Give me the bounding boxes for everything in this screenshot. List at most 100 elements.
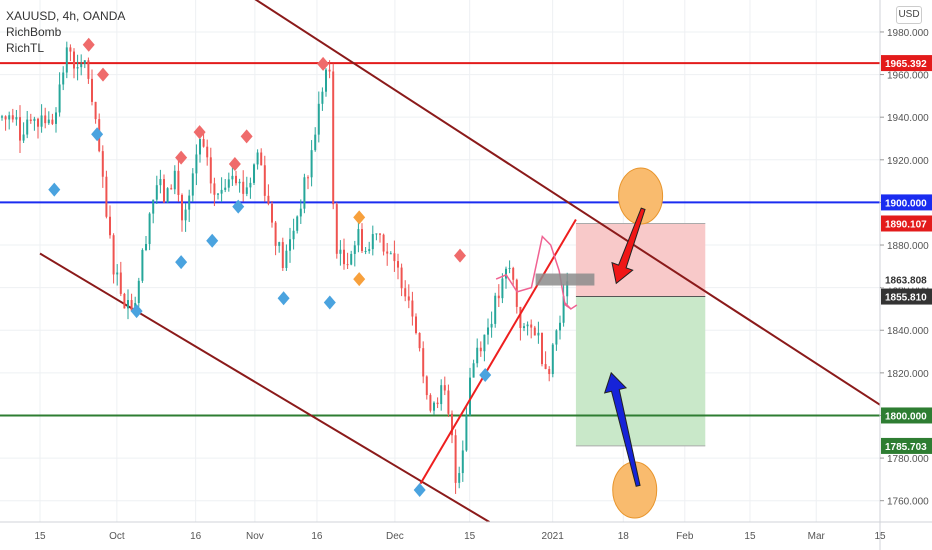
candle-body — [533, 327, 536, 336]
stop-loss-tag — [881, 215, 932, 232]
channel-upper-line — [254, 0, 880, 406]
blue-arrow — [603, 371, 641, 487]
candle-body — [397, 261, 399, 268]
resistance-tag-label: 1965.392 — [885, 59, 927, 70]
signal-down-marker — [317, 56, 330, 71]
candle-body — [285, 250, 288, 268]
y-tick-label: 1820.000 — [887, 369, 929, 380]
y-tick-label: 1760.000 — [887, 497, 929, 508]
indicator-richtl-label[interactable]: RichTL — [6, 41, 45, 55]
candle-body — [191, 173, 194, 196]
red-arrow — [611, 207, 646, 285]
candle-body — [343, 249, 345, 265]
candle-body — [281, 242, 284, 268]
last-price-box — [535, 273, 595, 286]
candle-body — [479, 347, 482, 352]
candle-body — [76, 67, 79, 69]
candle-body — [163, 179, 165, 203]
signal-up-marker — [175, 255, 188, 270]
x-tick-label: Oct — [109, 531, 125, 542]
candle-body — [29, 119, 32, 121]
candle-body — [530, 324, 533, 328]
candle-body — [80, 63, 83, 68]
candle-body — [170, 188, 173, 190]
x-tick-label: Feb — [676, 531, 694, 542]
x-tick-label: 15 — [464, 531, 476, 542]
indicator-richbomb-label[interactable]: RichBomb — [6, 25, 62, 39]
candle-body — [490, 323, 493, 328]
x-tick-label: 2021 — [542, 531, 565, 542]
candle-body — [91, 78, 93, 102]
candle-body — [296, 216, 299, 231]
x-tick-label: Dec — [386, 531, 404, 542]
signal-down-marker — [175, 150, 188, 165]
candle-body — [483, 334, 486, 352]
symbol-label[interactable]: XAUUSD, 4h, OANDA — [6, 9, 126, 23]
candle-body — [145, 243, 147, 250]
candle-body — [181, 194, 183, 221]
candle-body — [224, 187, 227, 190]
entry-tag — [881, 288, 932, 305]
signal-down-marker — [240, 129, 253, 144]
candle-body — [505, 268, 507, 279]
candle-body — [411, 300, 414, 317]
candle-body — [551, 344, 554, 375]
candle-body — [350, 253, 353, 265]
signal-up-marker — [479, 367, 492, 382]
candle-body — [166, 188, 169, 203]
green-level-tag — [881, 407, 932, 424]
candle-body — [37, 118, 39, 127]
signal-up-marker — [130, 304, 143, 319]
candle-body — [159, 179, 162, 186]
candle-body — [278, 242, 281, 246]
candle-body — [476, 347, 479, 364]
candle-body — [425, 376, 428, 396]
candle-body — [494, 295, 497, 324]
candle-body — [454, 435, 457, 483]
candle-body — [105, 176, 108, 217]
uptrend-line — [419, 218, 577, 485]
candle-body — [87, 60, 90, 79]
candle-body — [15, 117, 18, 120]
candle-body — [415, 316, 417, 334]
candle-body — [389, 253, 392, 255]
candle-body — [231, 175, 234, 180]
candle-body — [195, 154, 198, 174]
candle-body — [555, 330, 558, 345]
blue-level-tag-label: 1900.000 — [885, 198, 927, 209]
candle-body — [123, 293, 126, 309]
candle-body — [386, 251, 389, 254]
candle-body — [418, 333, 421, 349]
currency-button[interactable]: USD — [896, 6, 922, 24]
candle-body — [130, 300, 133, 311]
plot-area — [0, 0, 880, 522]
candle-body — [199, 139, 201, 155]
y-tick-label: 1840.000 — [887, 326, 929, 337]
candle-body — [11, 115, 14, 120]
x-tick-label: 15 — [744, 531, 756, 542]
signal-down-marker — [228, 157, 241, 172]
candle-body — [213, 183, 216, 195]
candle-body — [328, 69, 331, 72]
candle-body — [256, 152, 259, 165]
projection-path — [495, 234, 572, 310]
candle-body — [40, 115, 43, 127]
candle-body — [559, 322, 561, 331]
last-price-tag — [881, 271, 932, 288]
candle-body — [69, 47, 72, 52]
signal-up-marker — [91, 127, 104, 142]
candle-body — [263, 165, 266, 196]
chart-legend: XAUUSD, 4h, OANDA RichBomb RichTL — [6, 8, 125, 56]
candle-body — [433, 402, 435, 411]
y-tick-label: 1960.000 — [887, 71, 929, 82]
candle-body — [400, 267, 403, 289]
candle-body — [253, 164, 255, 183]
x-tick-label: 15 — [874, 531, 886, 542]
signal-up-marker — [206, 233, 219, 248]
candle-body — [260, 152, 263, 166]
candle-body — [566, 281, 569, 297]
take-profit-zone — [575, 296, 706, 446]
candle-body — [4, 116, 7, 120]
candle-body — [339, 249, 342, 254]
